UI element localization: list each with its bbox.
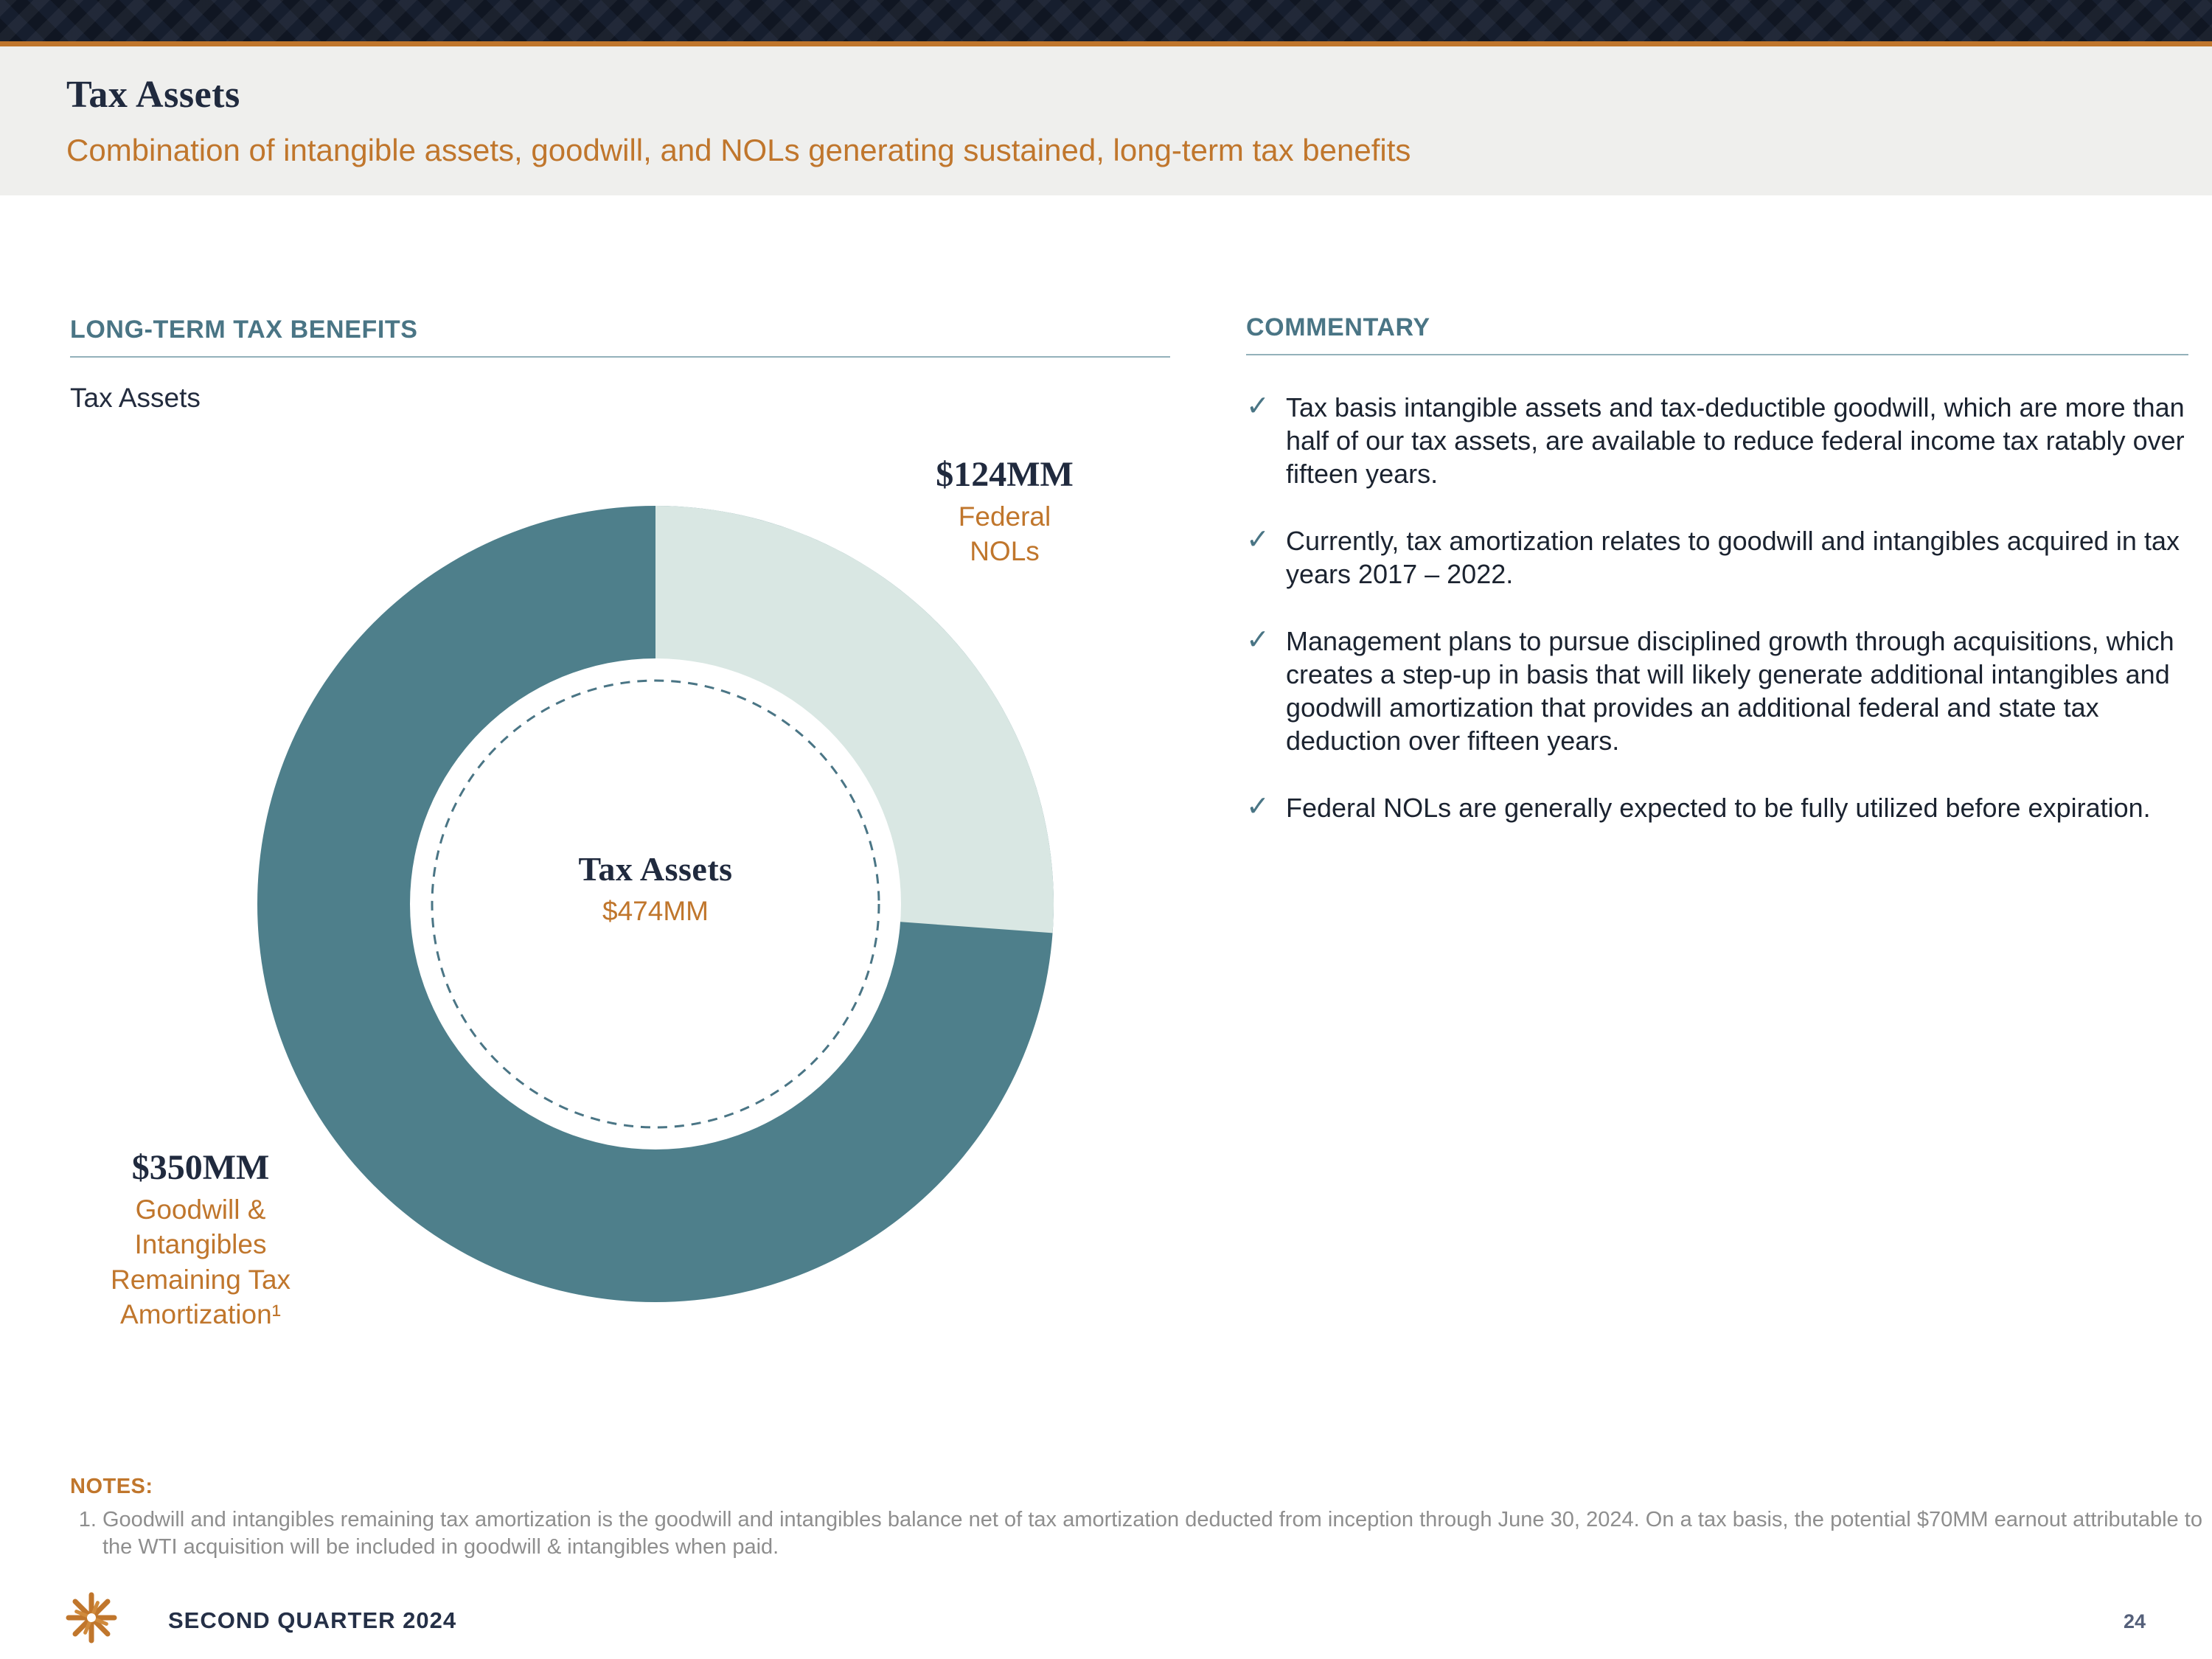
notes-list: Goodwill and intangibles remaining tax a… [70, 1506, 2202, 1561]
chart-caption: Tax Assets [70, 383, 201, 413]
section-heading-commentary: COMMENTARY [1246, 313, 2188, 355]
checkmark-icon: ✓ [1246, 524, 1270, 555]
donut-center-title: Tax Assets [578, 850, 733, 888]
donut-hole [410, 658, 901, 1150]
goodwill-intangibles-callout: $350MM Goodwill & Intangibles Remaining … [63, 1147, 338, 1332]
tax-assets-donut-chart [243, 491, 1068, 1317]
donut-center-value: $474MM [602, 896, 709, 926]
notes-section: NOTES: Goodwill and intangibles remainin… [70, 1475, 2202, 1561]
goodwill-intangibles-label: Goodwill & Intangibles Remaining Tax Amo… [110, 1194, 291, 1330]
slide-footer: SECOND QUARTER 2024 24 [0, 1578, 2212, 1659]
section-heading-long-term-tax-benefits: LONG-TERM TAX BENEFITS [70, 316, 1170, 358]
top-band-decoration [0, 0, 2212, 46]
slide-header: Tax Assets Combination of intangible ass… [0, 46, 2212, 195]
commentary-bullet-text: Federal NOLs are generally expected to b… [1286, 793, 2151, 823]
commentary-section: COMMENTARY ✓ Tax basis intangible assets… [1246, 313, 2188, 858]
commentary-bullet: ✓ Federal NOLs are generally expected to… [1246, 791, 2188, 824]
commentary-bullet-text: Tax basis intangible assets and tax-dedu… [1286, 392, 2185, 489]
checkmark-icon: ✓ [1246, 391, 1270, 422]
commentary-bullet-text: Management plans to pursue disciplined g… [1286, 626, 2174, 756]
page-number: 24 [2123, 1610, 2146, 1632]
footer-quarter-label: SECOND QUARTER 2024 [168, 1607, 457, 1633]
goodwill-intangibles-value: $350MM [131, 1148, 270, 1187]
commentary-bullet: ✓ Tax basis intangible assets and tax-de… [1246, 391, 2188, 490]
federal-nols-value: $124MM [936, 455, 1074, 494]
page-title: Tax Assets [66, 74, 240, 116]
page-subtitle: Combination of intangible assets, goodwi… [66, 133, 1411, 167]
checkmark-icon: ✓ [1246, 791, 1270, 822]
company-logo-icon [66, 1592, 117, 1644]
commentary-bullet: ✓ Currently, tax amortization relates to… [1246, 524, 2188, 591]
donut-center-label-group: Tax Assets $474MM [508, 849, 803, 927]
donut-inner-dashed-ring [431, 679, 880, 1129]
federal-nols-callout: $124MM Federal NOLs [877, 454, 1132, 569]
long-term-tax-benefits-section: LONG-TERM TAX BENEFITS Tax Assets [70, 316, 1170, 414]
federal-nols-label: Federal NOLs [958, 501, 1051, 567]
note-item: Goodwill and intangibles remaining tax a… [102, 1506, 2202, 1561]
commentary-bullet-list: ✓ Tax basis intangible assets and tax-de… [1246, 391, 2188, 824]
commentary-bullet: ✓ Management plans to pursue disciplined… [1246, 625, 2188, 757]
commentary-bullet-text: Currently, tax amortization relates to g… [1286, 526, 2180, 589]
notes-heading: NOTES: [70, 1475, 153, 1498]
checkmark-icon: ✓ [1246, 625, 1270, 655]
donut-svg [257, 506, 1054, 1302]
